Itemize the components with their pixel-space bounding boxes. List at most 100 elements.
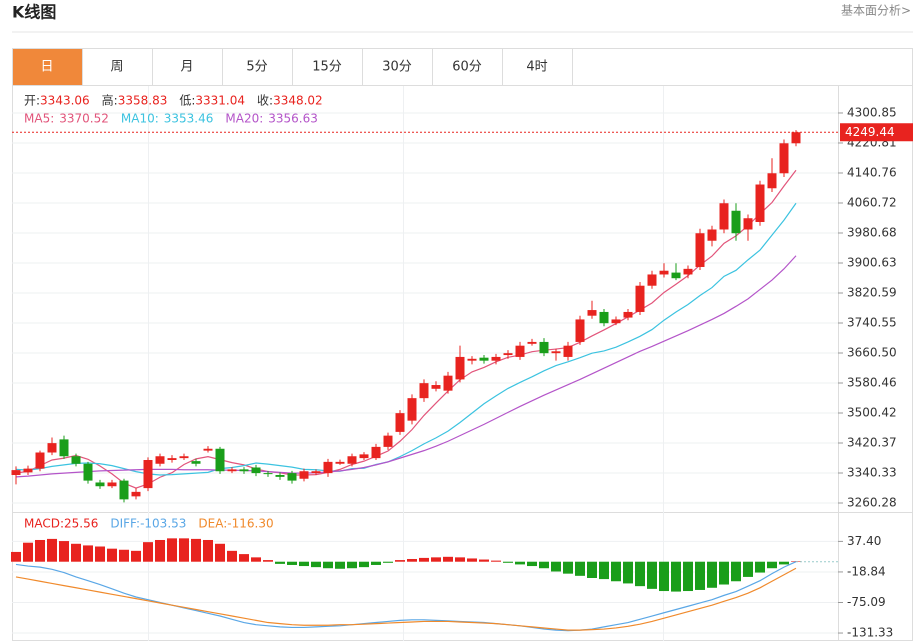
macd-bar — [107, 548, 117, 562]
y-tick-label: 3260.28 — [847, 495, 897, 509]
y-tick-label: 3660.50 — [847, 345, 897, 359]
tab-label[interactable]: 月 — [180, 60, 193, 75]
tab-label[interactable]: 周 — [110, 60, 123, 75]
candle-body — [551, 351, 561, 354]
y-tick-label: -75.09 — [847, 595, 886, 609]
macd-bar — [395, 560, 405, 562]
macd-bar — [503, 561, 513, 563]
macd-bar — [491, 560, 501, 562]
macd-bar — [671, 561, 681, 592]
candle-body — [71, 456, 81, 464]
macd-bar — [431, 557, 441, 562]
legend-value: 25.56 — [64, 517, 98, 531]
macd-bar — [719, 561, 729, 585]
macd-bar — [179, 538, 189, 562]
candle-body — [659, 270, 669, 275]
macd-bar — [347, 561, 357, 569]
tab-label[interactable]: 日 — [40, 60, 53, 75]
tab-label[interactable]: 30分 — [382, 60, 412, 75]
macd-bar — [695, 561, 705, 590]
analysis-link[interactable]: 基本面分析> — [841, 4, 911, 18]
candle-body — [107, 482, 117, 487]
y-tick-label: 4300.85 — [847, 105, 897, 119]
tab-label[interactable]: 60分 — [452, 60, 482, 75]
macd-bar — [527, 561, 537, 567]
candle-body — [647, 274, 657, 286]
tab[interactable] — [502, 48, 573, 86]
macd-bar — [23, 542, 33, 562]
macd-bar — [155, 539, 165, 562]
candle-body — [311, 471, 321, 474]
macd-bar — [443, 556, 453, 562]
macd-bar — [659, 561, 669, 592]
candle-body — [383, 435, 393, 447]
legend-label: MACD: — [24, 517, 64, 531]
indicator-line — [15, 202, 797, 476]
macd-bar — [731, 561, 741, 582]
macd-bar — [755, 561, 765, 573]
candle-body — [47, 443, 57, 453]
macd-bar — [611, 561, 621, 582]
candle-body — [779, 143, 789, 174]
macd-bar — [371, 561, 381, 565]
tab[interactable] — [292, 48, 363, 86]
candle-body — [431, 385, 441, 389]
candle-body — [155, 456, 165, 464]
candle-body — [23, 468, 33, 473]
candle-body — [575, 319, 585, 342]
macd-bar — [191, 538, 201, 562]
indicator-line — [15, 169, 797, 489]
macd-bar — [683, 561, 693, 592]
candle-body — [695, 233, 705, 267]
candle-body — [491, 356, 501, 361]
legend-label: 开: — [24, 94, 40, 108]
candle-body — [275, 474, 285, 477]
legend-value: 3356.63 — [268, 112, 318, 126]
candle-body — [563, 345, 573, 357]
macd-bar — [227, 550, 237, 562]
macd-bar — [359, 561, 369, 568]
candle-body — [323, 461, 333, 474]
macd-bar — [743, 561, 753, 577]
candle-body — [455, 356, 465, 380]
candle-body — [479, 357, 489, 361]
candle-body — [83, 463, 93, 481]
y-tick-label: -18.84 — [847, 564, 886, 578]
candle-body — [587, 310, 597, 316]
macd-bar — [11, 551, 21, 562]
candle-body — [755, 184, 765, 222]
candle-body — [539, 341, 549, 354]
macd-bar — [83, 545, 93, 562]
candle-body — [407, 398, 417, 421]
y-tick-label: 3580.46 — [847, 375, 897, 389]
tab-label[interactable]: 5分 — [246, 60, 267, 75]
last-price-box — [840, 123, 913, 142]
candle-body — [707, 229, 717, 241]
macd-bar — [35, 539, 45, 562]
macd-bar — [59, 541, 69, 562]
candle-body — [515, 345, 525, 357]
candle-body — [683, 268, 693, 275]
indicator-line — [15, 561, 797, 632]
legend-value: 3343.06 — [40, 94, 90, 108]
candle-body — [143, 460, 153, 489]
last-price-label: 4249.44 — [845, 125, 895, 139]
macd-bar — [299, 561, 309, 567]
macd-bar — [119, 549, 129, 562]
tab-label[interactable]: 15分 — [312, 60, 342, 75]
tab[interactable] — [82, 48, 153, 86]
macd-bar — [707, 561, 717, 588]
candle-body — [731, 210, 741, 234]
candle-body — [215, 448, 225, 472]
macd-bar — [575, 561, 585, 576]
y-tick-label: 4060.72 — [847, 195, 897, 209]
legend-value: -103.53 — [140, 517, 186, 531]
candle-body — [671, 272, 681, 279]
tab-label[interactable]: 4时 — [526, 60, 547, 75]
candle-body — [599, 311, 609, 324]
candle-body — [743, 218, 753, 230]
tab[interactable] — [152, 48, 223, 86]
tab[interactable] — [12, 48, 83, 86]
candle-body — [635, 285, 645, 312]
page-title: K线图 — [12, 3, 56, 22]
